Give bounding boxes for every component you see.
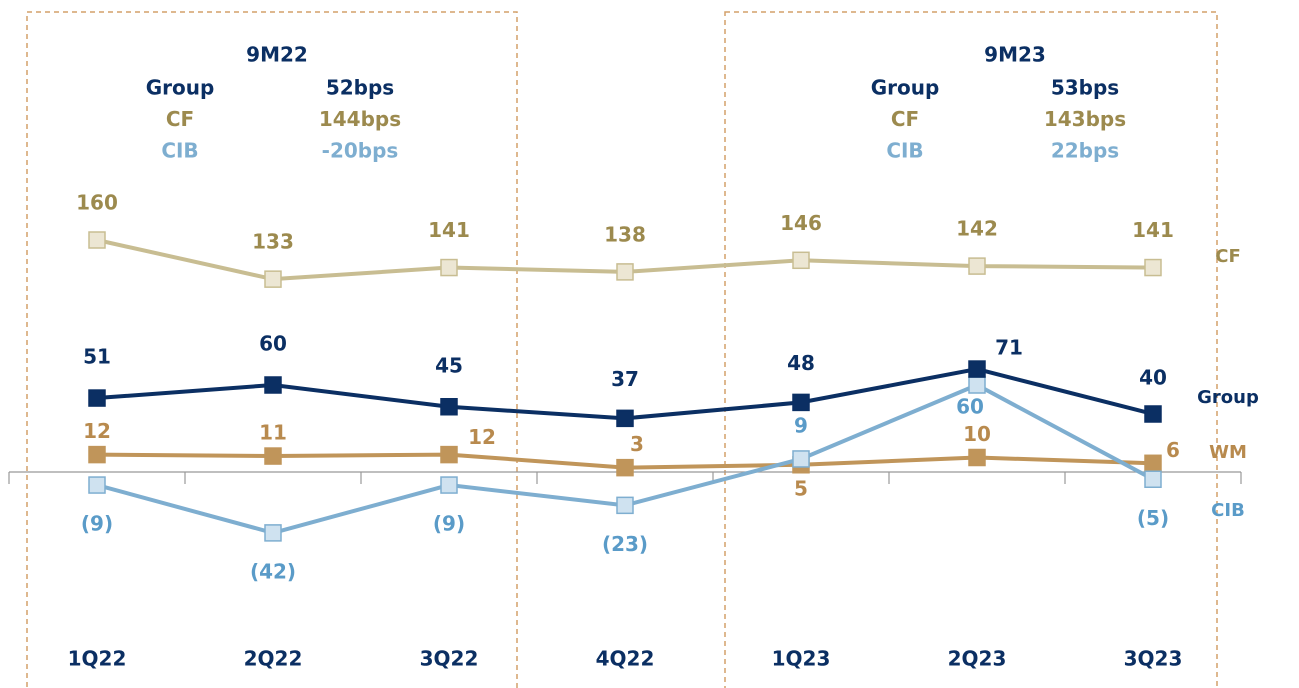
x-tick-label: 2Q22 — [244, 647, 303, 671]
marker — [264, 447, 282, 465]
marker — [792, 393, 810, 412]
data-label: 71 — [995, 336, 1023, 360]
marker — [616, 496, 634, 515]
data-label: 37 — [611, 367, 639, 391]
legend-label: CIB — [1211, 500, 1245, 521]
data-label: 51 — [83, 345, 111, 369]
x-tick-label: 3Q22 — [420, 647, 479, 671]
data-label: 160 — [76, 191, 118, 215]
marker — [440, 258, 458, 277]
annotation-value: 52bps — [326, 76, 394, 100]
period-box — [724, 11, 1218, 688]
marker — [88, 231, 106, 249]
annotation-label: CIB — [161, 139, 198, 163]
annotation-value: 143bps — [1044, 107, 1126, 131]
x-tick-label: 1Q23 — [772, 647, 831, 671]
annotation-value: 144bps — [319, 107, 401, 131]
data-label: 60 — [956, 395, 984, 419]
legend-label: WM — [1209, 442, 1247, 463]
marker — [616, 458, 634, 477]
annotation-value: -20bps — [322, 139, 399, 163]
data-label: (42) — [250, 559, 296, 583]
marker — [440, 445, 458, 464]
annotation-label: CIB — [886, 139, 923, 163]
data-label: 146 — [780, 211, 822, 235]
annotation-label: CF — [166, 107, 194, 131]
data-label: 48 — [787, 351, 815, 375]
data-label: 138 — [604, 222, 646, 246]
period-box — [26, 11, 518, 688]
data-label: 133 — [252, 230, 294, 254]
data-label: 60 — [259, 332, 287, 356]
data-label: 141 — [1132, 218, 1174, 242]
data-label: 45 — [435, 353, 463, 377]
data-label: 12 — [83, 419, 111, 443]
marker — [616, 263, 634, 281]
annotation-title: 9M23 — [984, 43, 1046, 67]
data-label: 5 — [794, 476, 808, 500]
marker — [264, 376, 282, 394]
data-label: 10 — [963, 422, 991, 446]
data-label: 40 — [1139, 366, 1167, 390]
annotation-label: CF — [891, 107, 919, 131]
annotation-label: Group — [146, 76, 215, 100]
annotation-label: Group — [871, 76, 940, 100]
marker — [88, 476, 106, 494]
data-label: 11 — [259, 421, 287, 445]
data-label: 6 — [1166, 438, 1180, 462]
marker — [792, 450, 810, 468]
data-label: (5) — [1137, 506, 1169, 530]
data-label: 9 — [794, 413, 808, 437]
marker — [968, 376, 986, 394]
marker — [616, 409, 634, 428]
marker — [1144, 454, 1162, 473]
x-tick-label: 2Q23 — [948, 647, 1007, 671]
marker — [1144, 470, 1162, 488]
marker — [264, 270, 282, 288]
x-tick-label: 3Q23 — [1124, 647, 1183, 671]
marker — [968, 448, 986, 467]
data-label: 3 — [630, 432, 644, 456]
legend-label: Group — [1197, 387, 1259, 408]
data-label: (9) — [81, 512, 113, 536]
data-label: 12 — [468, 425, 496, 449]
marker — [440, 398, 458, 416]
data-label: (23) — [602, 532, 648, 556]
legend-label: CF — [1215, 246, 1241, 267]
annotation-value: 53bps — [1051, 76, 1119, 100]
x-tick-label: 1Q22 — [68, 647, 127, 671]
marker — [968, 360, 986, 378]
annotation-title: 9M22 — [246, 43, 308, 67]
x-tick-label: 4Q22 — [596, 647, 655, 671]
marker — [88, 445, 106, 464]
marker — [1144, 405, 1162, 423]
marker — [264, 524, 282, 542]
marker — [1144, 258, 1162, 277]
marker — [792, 251, 810, 270]
data-label: 142 — [956, 217, 998, 241]
marker — [968, 257, 986, 275]
marker — [440, 476, 458, 494]
data-label: 141 — [428, 218, 470, 242]
annotation-value: 22bps — [1051, 139, 1119, 163]
marker — [88, 389, 106, 407]
data-label: (9) — [433, 512, 465, 536]
